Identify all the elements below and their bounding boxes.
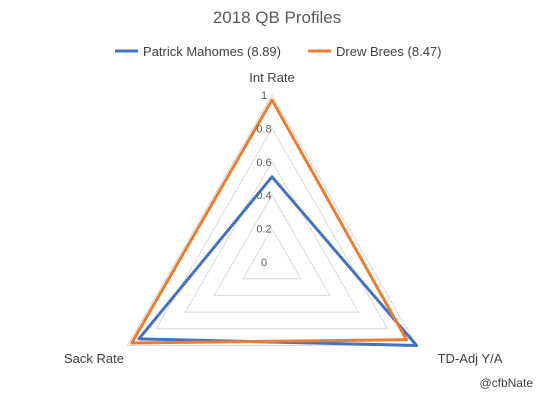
chart-title: 2018 QB Profiles: [213, 8, 342, 27]
tick-label: 0.4: [256, 190, 271, 202]
legend: Patrick Mahomes (8.89) Drew Brees (8.47): [115, 44, 441, 59]
grid-ring: [213, 194, 331, 296]
series-line-1: [130, 98, 409, 345]
tick-label: 1: [261, 90, 267, 102]
tick-layer: 0 0.2 0.4 0.6 0.8 1: [256, 90, 271, 269]
series-layer: [130, 98, 419, 347]
axis-label-sack-rate: Sack Rate: [64, 351, 124, 366]
legend-label-brees: Drew Brees (8.47): [336, 44, 441, 59]
tick-label: 0: [261, 257, 267, 269]
grid-ring: [126, 94, 418, 346]
credit-label: @cfbNate: [479, 376, 533, 390]
tick-label: 0.8: [256, 123, 271, 135]
grid-ring: [184, 160, 360, 313]
axis-label-td-adj-ya: TD-Adj Y/A: [438, 351, 503, 366]
grid-ring: [155, 127, 389, 330]
grid-layer: [126, 94, 418, 346]
axis-label-int-rate: Int Rate: [249, 70, 295, 85]
tick-label: 0.6: [256, 157, 271, 169]
tick-label: 0.2: [256, 224, 271, 236]
legend-label-mahomes: Patrick Mahomes (8.89): [143, 44, 281, 59]
grid-ring: [242, 227, 302, 280]
